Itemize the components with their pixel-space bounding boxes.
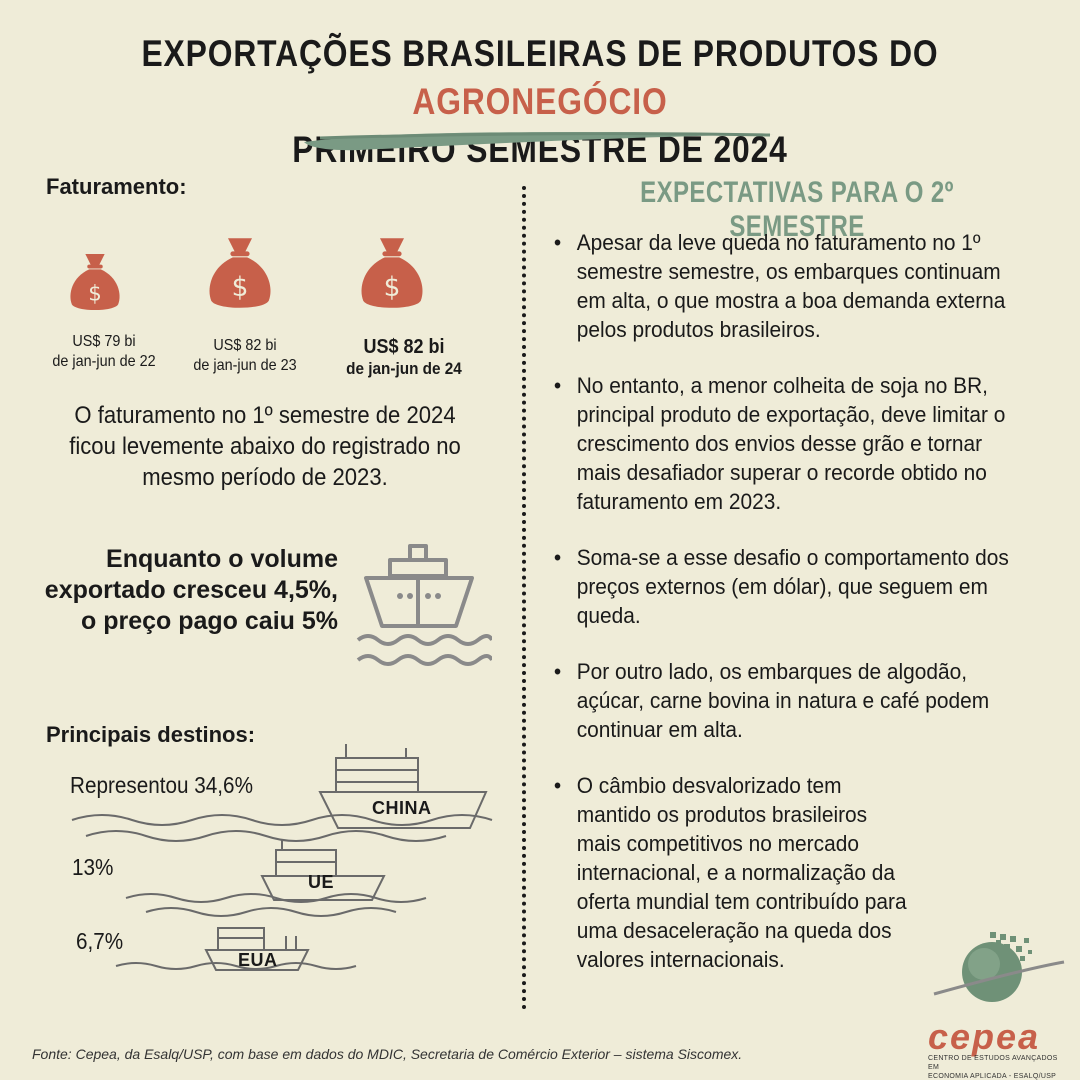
destino-china-value: Representou 34,6% (70, 772, 253, 798)
cepea-logo: cepea CENTRO DE ESTUDOS AVANÇADOS EM ECO… (928, 1016, 1070, 1080)
list-item: O câmbio desvalorizado tem mantido os pr… (552, 771, 913, 974)
money-bag-icon: $ (204, 232, 276, 314)
cepea-logo-sub-2: ECONOMIA APLICADA - ESALQ/USP (928, 1073, 1057, 1080)
expectativas-list: Apesar da leve queda no faturamento no 1… (552, 228, 1052, 1001)
cargo-ship-icon (356, 544, 492, 666)
destinos-heading: Principais destinos: (46, 722, 256, 747)
cepea-logo-word: cepea (928, 1016, 1041, 1057)
faturamento-item-2023: US$ 82 bi de jan-jun de 23 (193, 337, 297, 374)
faturamento-summary: O faturamento no 1º semestre de 2024 fic… (69, 402, 461, 491)
list-item: Soma-se a esse desafio o comportamento d… (552, 543, 1027, 630)
column-divider (522, 186, 526, 1010)
list-item: Apesar da leve queda no faturamento no 1… (552, 228, 1027, 344)
svg-text:$: $ (384, 272, 401, 303)
money-bag-icon: $ (66, 250, 124, 314)
cepea-logo-sub-1: CENTRO DE ESTUDOS AVANÇADOS EM (928, 1055, 1058, 1071)
svg-text:$: $ (232, 272, 249, 303)
title-line-1: EXPORTAÇÕES BRASILEIRAS DE PRODUTOS DO A… (76, 30, 1005, 126)
source-note: Fonte: Cepea, da Esalq/USP, com base em … (32, 1046, 743, 1062)
svg-text:$: $ (88, 281, 102, 306)
faturamento-item-2022: US$ 79 bi de jan-jun de 22 (52, 333, 156, 370)
volume-text: Enquanto o volume exportado cresceu 4,5%… (44, 545, 338, 635)
destino-ue-label: UE (308, 872, 335, 892)
destino-ue-value: 13% (72, 854, 114, 880)
brush-stroke-decoration (304, 132, 774, 151)
money-bag-icon: $ (356, 232, 428, 314)
destino-china-label: CHINA (372, 798, 432, 818)
faturamento-item-2024: US$ 82 bi de jan-jun de 24 (346, 336, 462, 378)
destino-eua-label: EUA (238, 950, 278, 970)
faturamento-heading: Faturamento: (46, 174, 187, 199)
title-main: EXPORTAÇÕES BRASILEIRAS DE PRODUTOS DO (141, 33, 939, 74)
destino-eua-value: 6,7% (76, 928, 124, 954)
list-item: Por outro lado, os embarques de algodão,… (552, 657, 1027, 744)
ships-on-waves-illustration (71, 744, 493, 971)
globe-icon (933, 932, 1065, 1002)
title-accent: AGRONEGÓCIO (412, 81, 668, 122)
list-item: No entanto, a menor colheita de soja no … (552, 371, 1027, 516)
